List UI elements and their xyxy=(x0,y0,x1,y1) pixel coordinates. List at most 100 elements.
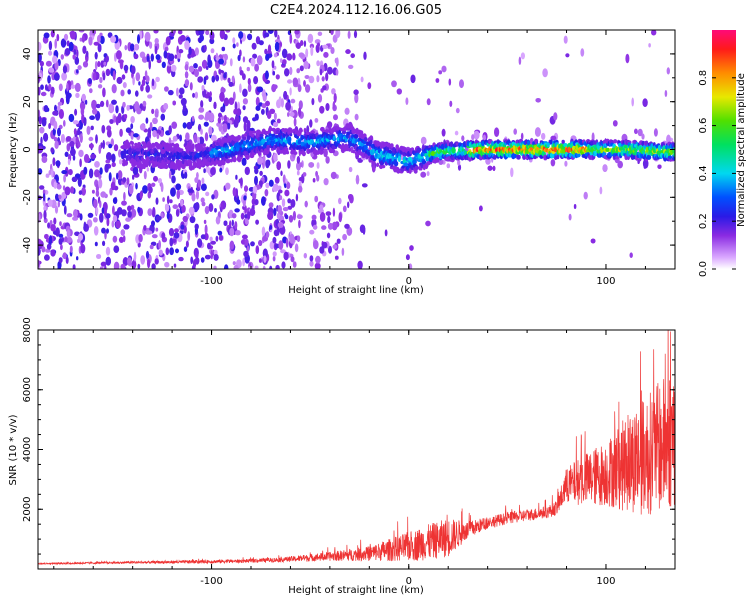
spectrogram-cell xyxy=(84,157,90,163)
spectrogram-cell xyxy=(125,217,131,222)
spectrogram-signal-cell xyxy=(576,153,581,158)
spectrogram-signal-cell xyxy=(225,147,229,151)
spectrogram-cell xyxy=(225,182,231,190)
spectrogram-signal-cell xyxy=(605,147,610,152)
spectrogram-cell xyxy=(222,123,228,133)
spectrogram-cell xyxy=(282,174,286,184)
spectrogram-cell xyxy=(38,213,41,223)
spectrogram-cell xyxy=(265,159,270,169)
spectrogram-cell xyxy=(634,128,638,135)
colorbar-ticks: 0.0 0.2 0.4 0.6 0.8 xyxy=(698,70,736,277)
spectrogram-signal-cell xyxy=(209,150,215,155)
spectrogram-signal-cell xyxy=(471,152,476,158)
spectrogram-cell xyxy=(321,241,328,249)
spectrogram-cell xyxy=(273,53,278,58)
spectrogram-cell xyxy=(242,105,246,111)
spectrogram-cell xyxy=(287,160,291,169)
spectrogram-cell xyxy=(420,171,427,178)
spectrogram-cell xyxy=(80,243,86,254)
spectrogram-cell xyxy=(56,33,60,42)
spectrogram-signal-cell xyxy=(512,152,517,159)
spectrogram-signal-cell xyxy=(408,156,413,162)
spectrogram-cell xyxy=(50,86,55,95)
spectrogram-cell xyxy=(182,104,187,112)
spectrogram-cell xyxy=(111,99,117,105)
spectrogram-cell xyxy=(188,65,195,73)
spectrogram-signal-cell xyxy=(402,147,407,151)
spectrogram-cell xyxy=(541,132,546,140)
spectrogram-cell xyxy=(280,58,283,63)
spectrogram-signal-cell xyxy=(172,156,176,161)
spectrogram-cell xyxy=(43,105,49,113)
spectrogram-signal-cell xyxy=(151,142,156,148)
spectrogram-cell xyxy=(115,220,121,229)
spectrogram-cell xyxy=(51,167,54,178)
spectrogram-cell xyxy=(115,50,122,60)
spectrogram-cell xyxy=(326,232,331,239)
spectrogram-cell xyxy=(360,76,364,83)
spectrogram-cell xyxy=(67,158,71,166)
spectrogram-cell xyxy=(487,165,493,171)
spectrogram-cell xyxy=(166,212,170,220)
spectrogram-cell xyxy=(204,232,209,241)
spectrogram-cell xyxy=(193,63,198,69)
spectrogram-cell xyxy=(48,83,52,91)
spectrogram-cell xyxy=(298,177,304,182)
spectrogram-cell xyxy=(203,76,207,85)
spectrogram-cell xyxy=(204,132,209,142)
spectrogram-cell xyxy=(542,68,548,78)
spectrogram-cell xyxy=(334,255,339,260)
spectrogram-cell xyxy=(132,166,139,175)
spectrogram-cell xyxy=(187,188,193,193)
spectrogram-cell xyxy=(208,203,214,212)
spectrogram-cell xyxy=(190,256,194,265)
spectrogram-cell xyxy=(175,248,179,254)
spectrogram-cell xyxy=(241,234,248,240)
snr-background xyxy=(38,330,675,569)
spectrogram-cell xyxy=(311,98,315,106)
spectrogram-cell xyxy=(122,82,127,89)
spectrogram-cell xyxy=(294,243,299,253)
spectrogram-cell xyxy=(219,91,225,102)
spectrogram-cell xyxy=(53,181,58,189)
spectrogram-cell xyxy=(133,251,137,262)
spectrogram-cell xyxy=(208,126,213,136)
spectrogram-cell xyxy=(228,97,235,105)
spectrogram-cell xyxy=(299,162,303,168)
spectrogram-cell xyxy=(278,96,282,106)
spectrogram-cell xyxy=(372,164,376,172)
colorbar-tick-label: 0.0 xyxy=(698,261,709,277)
spectrogram-cell xyxy=(102,240,106,246)
spectrogram-cell xyxy=(38,86,41,96)
spectrogram-cell xyxy=(88,136,94,142)
spectrogram-cell xyxy=(151,108,155,115)
spectrogram-cell xyxy=(62,252,67,260)
spectrogram-cell xyxy=(304,75,310,79)
spectrogram-cell xyxy=(47,75,51,84)
spectrogram-cell xyxy=(96,254,102,259)
spectrogram-cell xyxy=(535,98,541,103)
spectrogram-cell xyxy=(95,190,100,197)
spectrogram-cell xyxy=(408,263,413,269)
spectrogram-cell xyxy=(184,141,188,147)
spectrogram-cell xyxy=(305,48,309,58)
spectrogram-signal-cell xyxy=(268,127,273,132)
spectrogram-cell xyxy=(53,120,58,130)
spectrogram-cell xyxy=(279,226,286,235)
spectrogram-cell xyxy=(353,30,358,39)
spectrogram-cell xyxy=(198,37,203,44)
spectrogram-cell xyxy=(143,170,147,180)
spectrogram-cell xyxy=(319,204,324,211)
spectrogram-cell xyxy=(281,261,286,269)
spectrogram-signal-cell xyxy=(251,130,257,134)
spectrogram-cell xyxy=(244,185,248,192)
spectrogram-cell xyxy=(325,156,330,164)
spectrogram-cell xyxy=(105,256,112,266)
spectrogram-cell xyxy=(295,42,301,49)
spectrogram-cell xyxy=(163,50,168,59)
spectrogram-cell xyxy=(272,84,278,90)
spectrogram-cell xyxy=(58,238,63,245)
spectrogram-cell xyxy=(91,99,97,110)
y-tick-label: -40 xyxy=(22,237,33,253)
spectrogram-cell xyxy=(316,75,320,83)
